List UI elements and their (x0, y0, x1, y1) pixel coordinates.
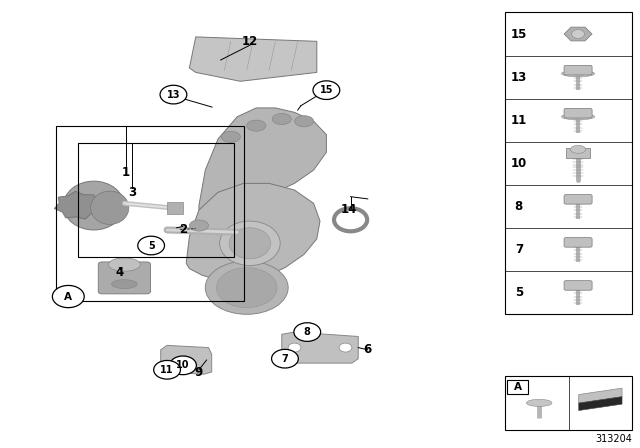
Circle shape (271, 349, 298, 368)
Ellipse shape (527, 399, 552, 406)
Text: 7: 7 (515, 243, 523, 256)
Text: 11: 11 (160, 365, 174, 375)
Text: 1: 1 (122, 166, 130, 179)
Polygon shape (186, 183, 320, 282)
Text: 9: 9 (195, 366, 203, 379)
Circle shape (342, 214, 359, 225)
Text: 13: 13 (511, 71, 527, 84)
Ellipse shape (272, 113, 291, 125)
Ellipse shape (91, 191, 129, 224)
Text: 14: 14 (340, 203, 357, 216)
Ellipse shape (561, 113, 595, 120)
Ellipse shape (189, 220, 209, 231)
Text: 10: 10 (511, 157, 527, 170)
Text: 2: 2 (179, 224, 187, 237)
Text: 3: 3 (128, 186, 136, 199)
Bar (167, 202, 183, 214)
Bar (505, 13, 632, 314)
FancyBboxPatch shape (99, 262, 150, 294)
Polygon shape (54, 191, 100, 219)
Circle shape (288, 343, 301, 352)
Bar (505, 376, 632, 430)
Ellipse shape (229, 228, 271, 259)
Text: 13: 13 (166, 90, 180, 99)
Text: 8: 8 (304, 327, 310, 337)
Text: A: A (513, 382, 522, 392)
FancyBboxPatch shape (508, 380, 528, 394)
Circle shape (154, 361, 180, 379)
FancyBboxPatch shape (564, 108, 592, 118)
Circle shape (572, 30, 584, 39)
Text: 5: 5 (148, 241, 154, 250)
Circle shape (52, 285, 84, 308)
Text: 11: 11 (511, 114, 527, 127)
Bar (78, 143, 234, 257)
Polygon shape (579, 396, 622, 410)
Ellipse shape (294, 116, 314, 127)
Bar (56, 126, 244, 301)
FancyBboxPatch shape (564, 237, 592, 247)
Polygon shape (199, 108, 326, 215)
FancyBboxPatch shape (564, 65, 592, 75)
Text: 313204: 313204 (595, 434, 632, 444)
Polygon shape (161, 345, 212, 374)
Circle shape (138, 236, 164, 255)
Text: 5: 5 (515, 286, 523, 299)
Ellipse shape (246, 120, 266, 131)
Text: 4: 4 (115, 266, 124, 279)
Circle shape (339, 343, 352, 352)
FancyBboxPatch shape (564, 194, 592, 204)
FancyBboxPatch shape (566, 148, 590, 159)
Ellipse shape (111, 280, 137, 289)
Text: 15: 15 (319, 85, 333, 95)
Polygon shape (189, 37, 317, 81)
Ellipse shape (561, 70, 595, 77)
Text: 8: 8 (515, 200, 523, 213)
Circle shape (160, 85, 187, 104)
Text: 7: 7 (282, 353, 289, 364)
Polygon shape (579, 388, 622, 403)
FancyBboxPatch shape (564, 280, 592, 290)
Text: 6: 6 (364, 343, 372, 356)
Ellipse shape (220, 221, 280, 266)
Ellipse shape (570, 146, 586, 153)
Polygon shape (564, 27, 592, 41)
Ellipse shape (216, 268, 277, 308)
Circle shape (294, 323, 321, 341)
Text: 10: 10 (176, 360, 189, 370)
Ellipse shape (108, 258, 140, 271)
Ellipse shape (221, 131, 241, 142)
Ellipse shape (205, 261, 288, 314)
Ellipse shape (63, 181, 124, 230)
Text: 15: 15 (511, 27, 527, 40)
Polygon shape (282, 332, 358, 363)
Text: 12: 12 (242, 35, 258, 48)
Circle shape (313, 81, 340, 99)
Text: A: A (64, 292, 72, 302)
Circle shape (170, 356, 196, 375)
